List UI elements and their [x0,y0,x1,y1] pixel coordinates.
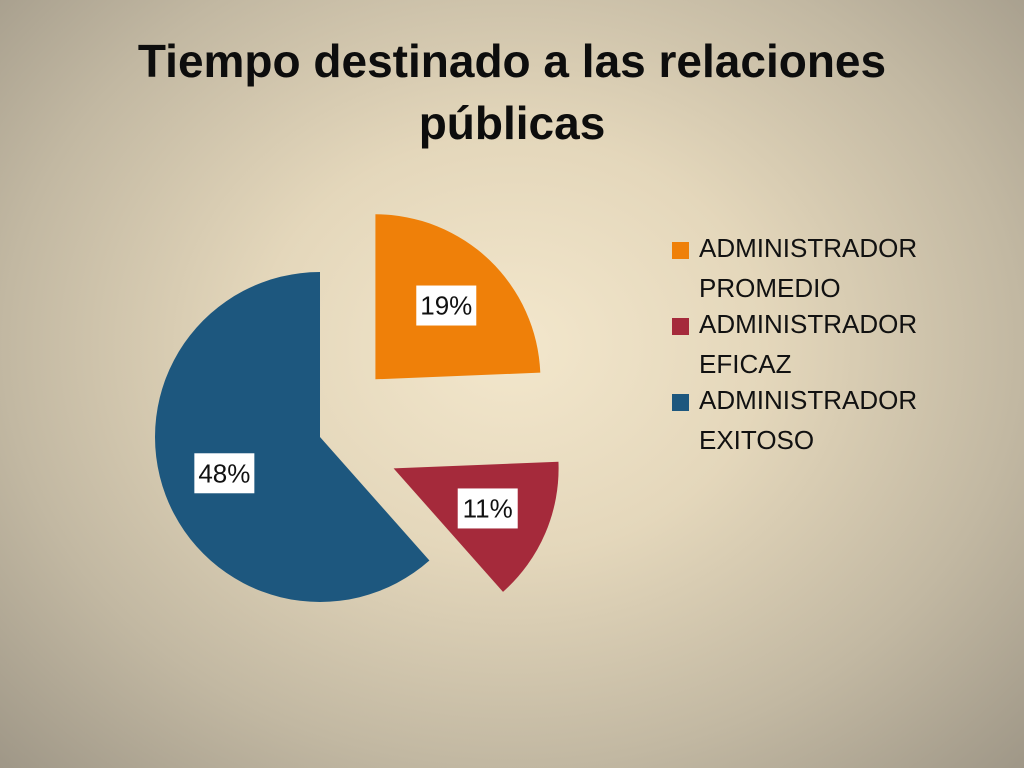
svg-text:11%: 11% [463,493,513,523]
chart-title-line-1: Tiempo destinado a las relaciones [137,35,887,87]
legend-label-eficaz: ADMINISTRADOR EFICAZ [699,309,918,379]
chart-title: Tiempo destinado a las relaciones públic… [0,30,1024,154]
svg-text:19%: 19% [420,291,472,321]
legend-label-exitoso: ADMINISTRADOR EXITOSO [699,385,918,455]
legend-label-promedio: ADMINISTRADOR PROMEDIO [699,233,918,303]
legend-swatch-eficaz [672,318,689,335]
pie-slice-exitoso [154,272,430,602]
data-label-eficaz: 11% [457,488,518,529]
chart-legend: ADMINISTRADOR PROMEDIO ADMINISTRADOR EFI… [672,232,972,460]
legend-swatch-exitoso [672,394,689,411]
svg-text:48%: 48% [198,458,250,488]
legend-swatch-promedio [672,242,689,259]
chart-title-line-2: públicas [418,97,606,149]
legend-item-eficaz: ADMINISTRADOR EFICAZ [672,308,972,384]
legend-item-promedio: ADMINISTRADOR PROMEDIO [672,232,972,308]
data-label-exitoso: 48% [194,453,255,494]
data-label-promedio: 19% [416,285,477,326]
legend-item-exitoso: ADMINISTRADOR EXITOSO [672,384,972,460]
